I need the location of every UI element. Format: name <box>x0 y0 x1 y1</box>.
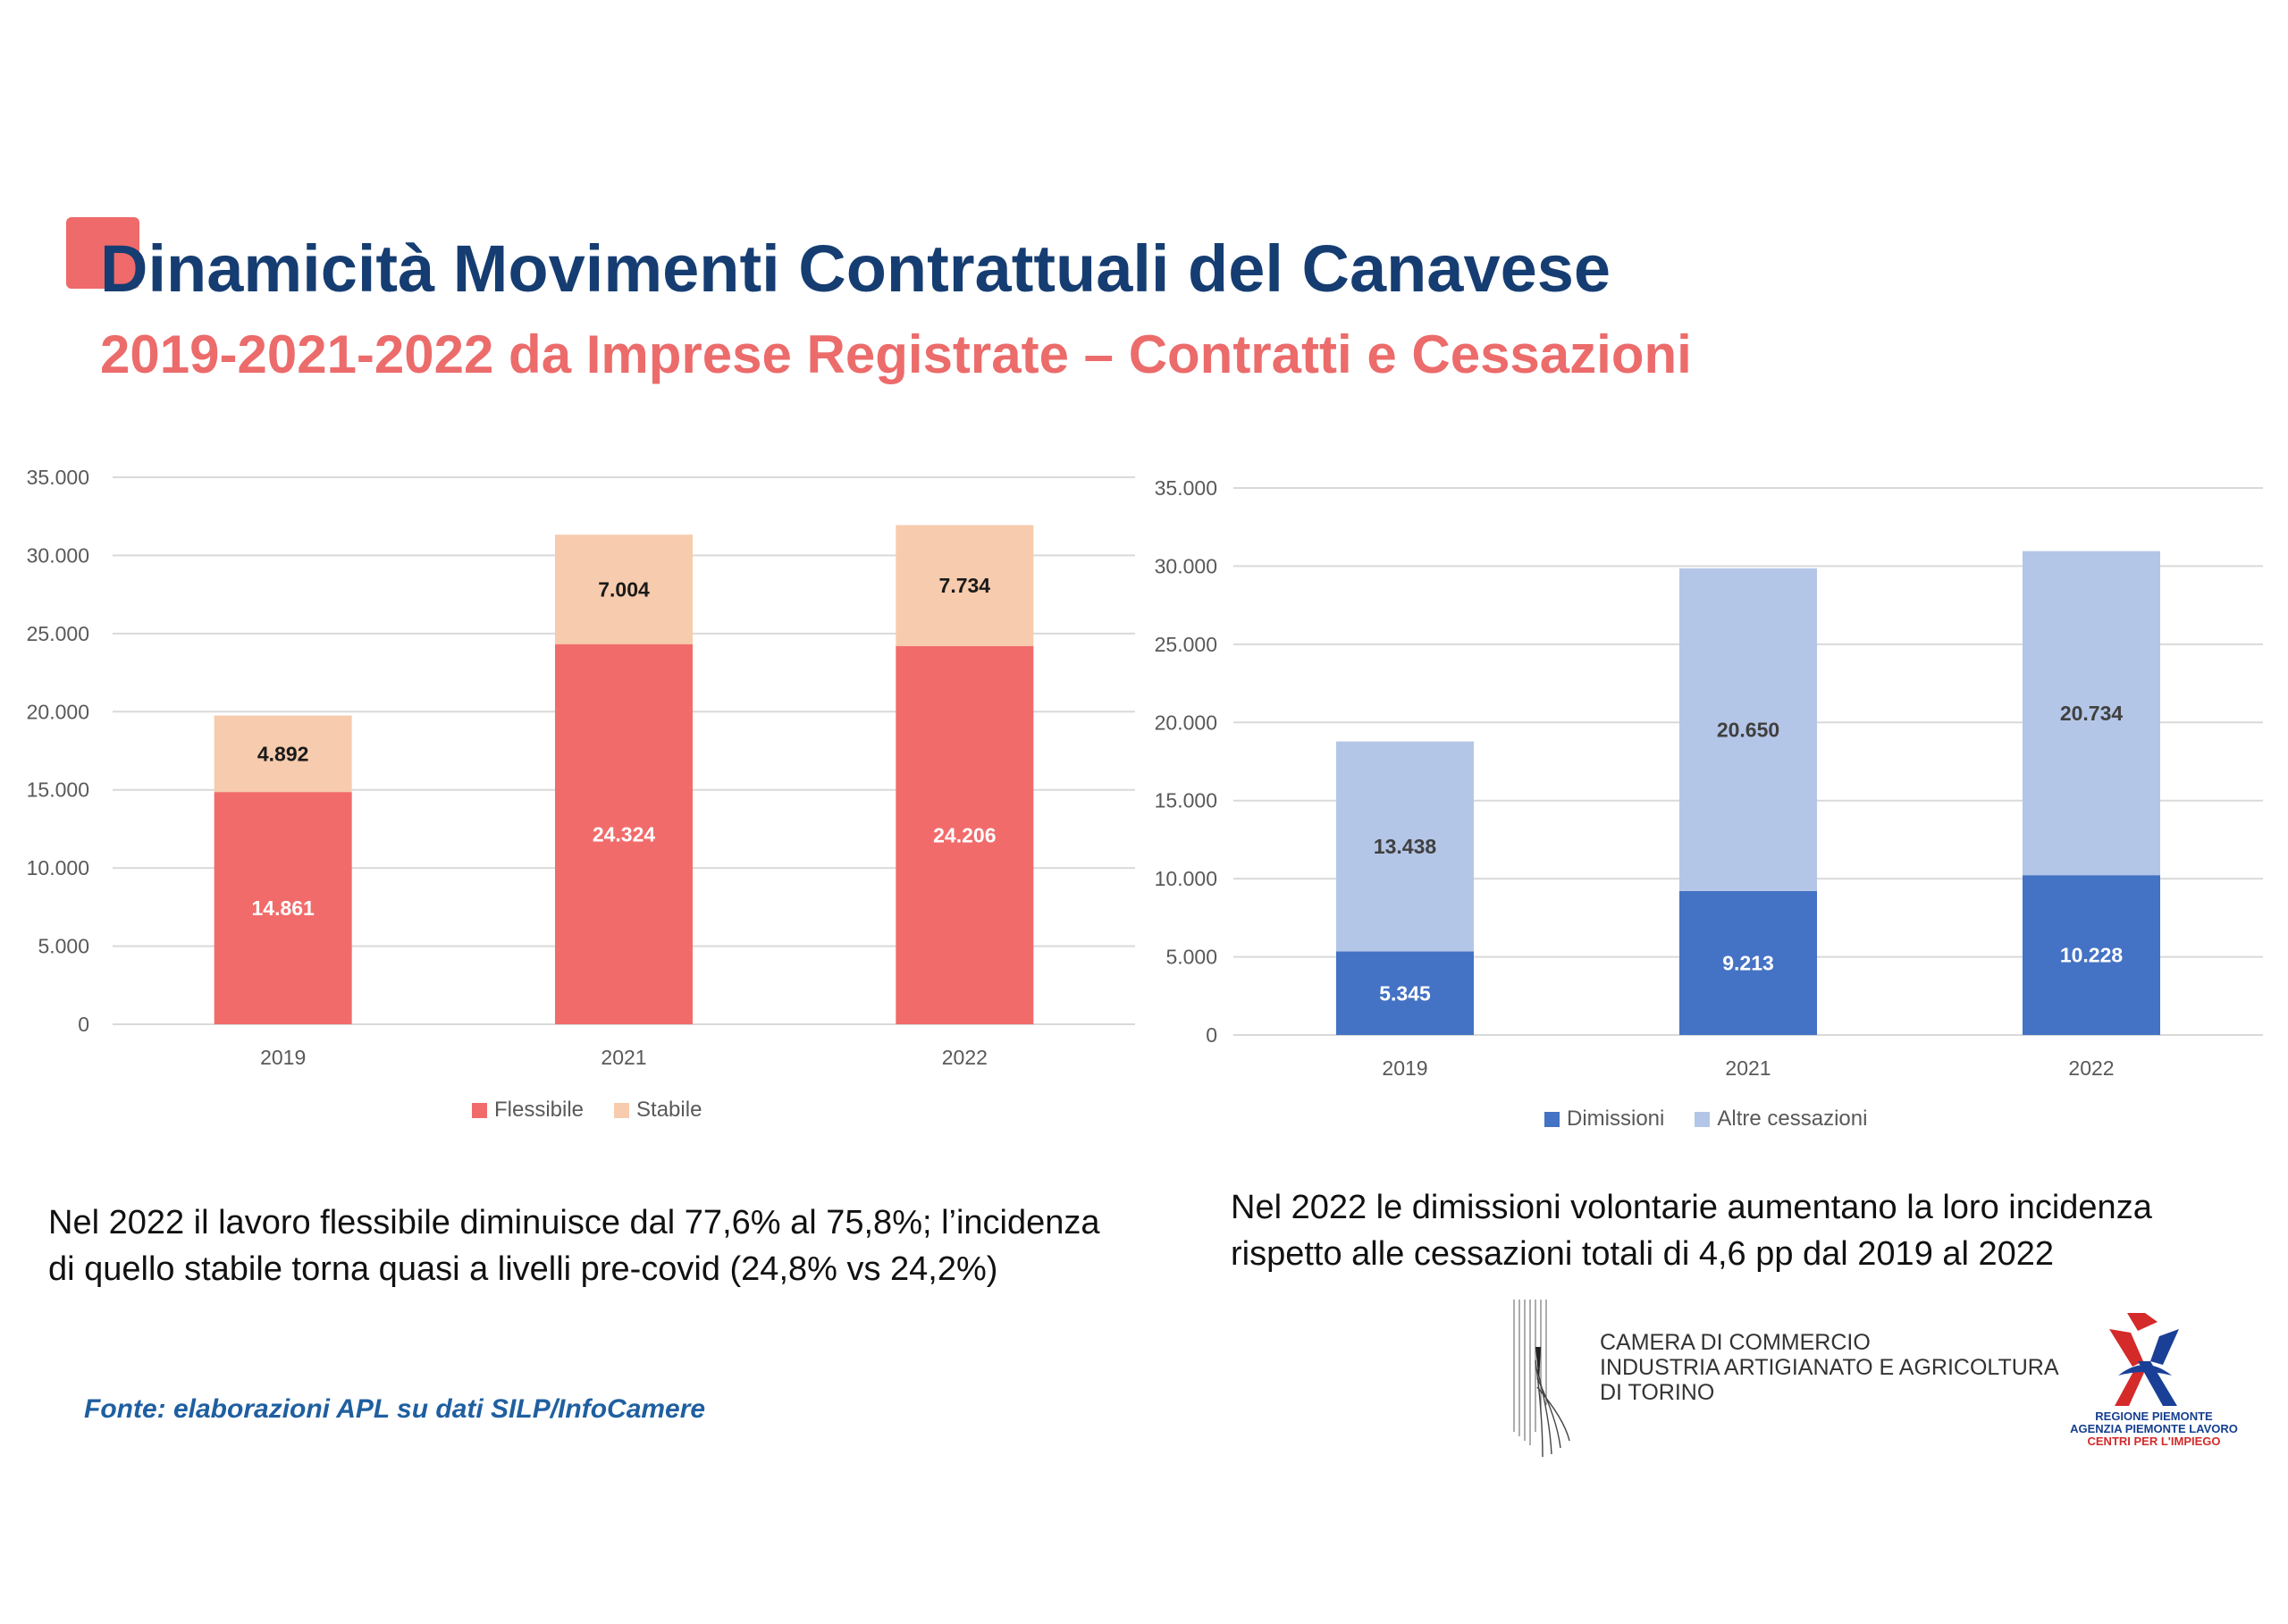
page-title: Dinamicità Movimenti Contrattuali del Ca… <box>100 231 1611 306</box>
x-tick-label: 2021 <box>1725 1056 1771 1080</box>
data-label: 9.213 <box>1722 951 1774 974</box>
bar-dimissioni-2021 <box>1679 890 1817 1035</box>
regione-line-2: AGENZIA PIEMONTE LAVORO <box>2070 1422 2238 1435</box>
contratti-chart-plot: 0 5.000 10.000 15.000 20.000 25.000 30.000 35.0… <box>27 466 1135 1069</box>
bar-altre-cessazioni-2022 <box>2023 551 2160 876</box>
y-tick-label: 25.000 <box>1155 633 1217 656</box>
legend-item-stabile: Stabile <box>614 1098 702 1123</box>
x-tick-label: 2022 <box>2068 1056 2114 1080</box>
legend-item-altre-cessazioni: Altre cessazioni <box>1695 1107 1867 1132</box>
y-tick-label: 35.000 <box>1155 476 1217 500</box>
y-tick-label: 10.000 <box>27 856 89 879</box>
regione-line-1: REGIONE PIEMONTE <box>2095 1409 2213 1423</box>
title-accent-square <box>66 217 139 289</box>
camera-line-2: INDUSTRIA ARTIGIANATO E AGRICOLTURA <box>1600 1355 2059 1380</box>
cessazioni-legend: Dimissioni Altre cessazioni <box>1544 1107 1867 1132</box>
altre-cessazioni-swatch <box>1695 1111 1711 1127</box>
y-tick-label: 30.000 <box>1155 554 1217 577</box>
legend-item-dimissioni: Dimissioni <box>1544 1107 1664 1132</box>
data-label: 20.650 <box>1717 718 1779 741</box>
bar-stabile-2019 <box>214 715 352 793</box>
y-tick-label: 5.000 <box>38 935 89 958</box>
legend-label-stabile: Stabile <box>636 1098 702 1122</box>
data-label: 24.206 <box>933 823 996 846</box>
regione-piemonte-logo-icon <box>2109 1313 2179 1406</box>
data-label: 10.228 <box>2060 944 2124 967</box>
data-label: 24.324 <box>593 822 656 846</box>
cessazioni-chart: 0 5.000 10.000 15.000 20.000 25.000 30.000 35.0… <box>1135 456 2270 1153</box>
y-tick-label: 5.000 <box>1165 946 1217 969</box>
bar-flessibile-2022 <box>896 645 1034 1024</box>
dimissioni-swatch <box>1544 1111 1560 1127</box>
y-tick-label: 0 <box>78 1013 89 1036</box>
bar-dimissioni-2022 <box>2023 875 2160 1035</box>
note-dimissioni: Nel 2022 le dimissioni volontarie aument… <box>1231 1189 2152 1273</box>
data-label: 7.004 <box>598 577 650 601</box>
legend-label-altre-cessazioni: Altre cessazioni <box>1717 1107 1868 1131</box>
legend-item-flessibile: Flessibile <box>472 1098 584 1123</box>
page-subtitle: 2019-2021-2022 da Imprese Registrate – C… <box>100 324 1692 384</box>
cessazioni-chart-plot: 0 5.000 10.000 15.000 20.000 25.000 30.000 35.0… <box>1155 476 2263 1080</box>
y-tick-label: 20.000 <box>1155 711 1217 734</box>
legend-label-dimissioni: Dimissioni <box>1567 1107 1665 1131</box>
contratti-legend: Flessibile Stabile <box>472 1098 702 1123</box>
contratti-chart: 0 5.000 10.000 15.000 20.000 25.000 30.000 35.0… <box>0 447 1153 1144</box>
bar-dimissioni-2019 <box>1336 951 1474 1035</box>
source-note: Fonte: elaborazioni APL su dati SILP/Inf… <box>84 1394 706 1424</box>
bar-altre-cessazioni-2019 <box>1336 741 1474 952</box>
y-tick-label: 0 <box>1206 1023 1217 1047</box>
regione-line-3: CENTRI PER L'IMPIEGO <box>2087 1435 2221 1448</box>
camera-commercio-logo-icon <box>1513 1300 1570 1458</box>
data-label: 5.345 <box>1379 981 1431 1005</box>
x-tick-label: 2019 <box>260 1046 306 1069</box>
data-label: 14.861 <box>251 896 315 920</box>
camera-commercio-text: CAMERA DI COMMERCIO INDUSTRIA ARTIGIANAT… <box>1600 1330 2059 1405</box>
regione-piemonte-text: REGIONE PIEMONTE AGENZIA PIEMONTE LAVORO… <box>2056 1410 2252 1448</box>
data-label: 7.734 <box>939 574 991 597</box>
y-tick-label: 15.000 <box>1155 789 1217 812</box>
camera-line-3: DI TORINO <box>1600 1380 1715 1405</box>
y-tick-label: 10.000 <box>1155 867 1217 890</box>
y-tick-label: 15.000 <box>27 778 89 802</box>
bar-flessibile-2019 <box>214 792 352 1024</box>
bar-stabile-2021 <box>555 534 693 644</box>
flessibile-swatch <box>472 1102 487 1118</box>
y-tick-label: 30.000 <box>27 543 89 567</box>
legend-label-flessibile: Flessibile <box>494 1098 585 1122</box>
note-flessibile: Nel 2022 il lavoro flessibile diminuisce… <box>48 1204 1100 1288</box>
stabile-swatch <box>614 1102 630 1118</box>
camera-line-1: CAMERA DI COMMERCIO <box>1600 1330 1871 1355</box>
data-label: 20.734 <box>2060 702 2124 725</box>
x-tick-label: 2022 <box>942 1046 988 1069</box>
y-tick-label: 20.000 <box>27 700 89 723</box>
bar-flessibile-2021 <box>555 644 693 1024</box>
bar-altre-cessazioni-2021 <box>1679 568 1817 891</box>
y-tick-label: 35.000 <box>27 466 89 489</box>
x-tick-label: 2019 <box>1382 1056 1427 1080</box>
y-tick-label: 25.000 <box>27 622 89 645</box>
data-label: 13.438 <box>1374 835 1437 858</box>
data-label: 4.892 <box>257 742 309 765</box>
bar-stabile-2022 <box>896 525 1034 646</box>
x-tick-label: 2021 <box>601 1046 646 1069</box>
